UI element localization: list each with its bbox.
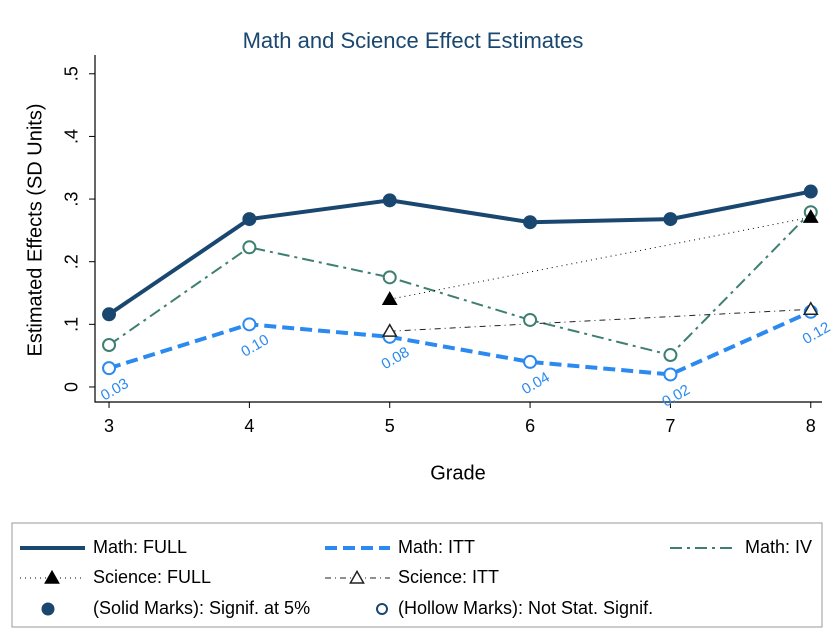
series-line — [107, 189, 812, 316]
legend-note: (Hollow Marks): Not Stat. Signif. — [398, 598, 653, 618]
marker — [663, 348, 678, 363]
marker — [242, 240, 257, 255]
legend-note-marker — [41, 602, 55, 616]
series-line — [389, 308, 811, 332]
marker — [242, 212, 257, 227]
x-axis-label: Grade — [430, 462, 486, 484]
marker — [102, 338, 117, 353]
marker — [802, 209, 819, 223]
legend-note-marker — [376, 603, 388, 615]
marker — [663, 367, 678, 382]
y-axis-label: Estimated Effects (SD Units) — [24, 103, 46, 356]
marker — [523, 354, 538, 369]
marker — [102, 307, 117, 322]
marker — [381, 323, 398, 337]
marker — [382, 193, 397, 208]
legend-label: Math: FULL — [93, 537, 187, 557]
legend-label: Science: ITT — [398, 567, 499, 587]
marker — [663, 212, 678, 227]
legend-box — [11, 522, 823, 628]
legend-marker — [44, 569, 60, 584]
y-tick-label: .4 — [62, 129, 82, 144]
y-tick-label: .1 — [62, 317, 82, 332]
plot-frame — [94, 55, 822, 403]
series-line — [108, 309, 812, 377]
legend-marker — [349, 569, 365, 584]
legend-label: Math: IV — [745, 537, 812, 557]
x-tick-label: 5 — [385, 416, 395, 436]
y-tick-label: .3 — [62, 192, 82, 207]
marker — [802, 301, 819, 315]
marker — [382, 270, 397, 285]
y-tick-label: .5 — [62, 66, 82, 81]
y-tick-label: 0 — [62, 382, 82, 392]
marker — [102, 361, 117, 376]
marker — [803, 184, 818, 199]
y-tick-label: .2 — [62, 254, 82, 269]
legend-label: Science: FULL — [93, 567, 211, 587]
marker — [242, 317, 257, 332]
x-tick-label: 6 — [525, 416, 535, 436]
marker — [523, 312, 538, 327]
chart-title: Math and Science Effect Estimates — [243, 28, 584, 53]
x-tick-label: 3 — [104, 416, 114, 436]
x-tick-label: 8 — [806, 416, 816, 436]
x-tick-label: 4 — [244, 416, 254, 436]
legend-note: (Solid Marks): Signif. at 5% — [93, 598, 310, 618]
marker — [381, 291, 398, 305]
marker — [523, 215, 538, 230]
legend-label: Math: ITT — [398, 537, 475, 557]
series-line — [108, 211, 812, 357]
x-tick-label: 7 — [665, 416, 675, 436]
